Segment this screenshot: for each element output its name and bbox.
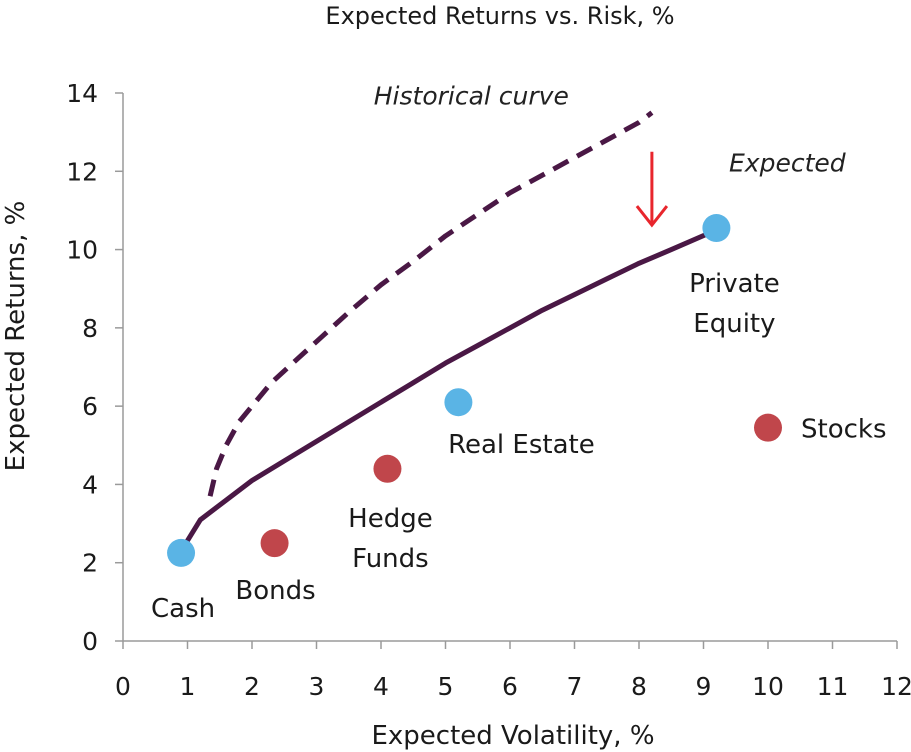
point-label-line: Stocks [801, 415, 887, 445]
y-tick-label: 12 [66, 157, 98, 186]
point-label: Private Equity [689, 269, 780, 339]
y-tick-label: 2 [82, 549, 98, 578]
curves [178, 110, 718, 553]
x-tick-label: 11 [817, 672, 849, 701]
x-tick-label: 3 [309, 672, 325, 701]
x-axis-title: Expected Volatility, % [371, 721, 654, 751]
point-label-line: Real Estate [448, 430, 595, 460]
expected-curve-line [178, 227, 718, 553]
point-label-line: Funds [352, 544, 429, 574]
point-label: Real Estate [448, 430, 595, 460]
point-label-line: Hedge [348, 504, 433, 534]
point-label: Hedge Funds [348, 504, 433, 574]
point-marker [444, 388, 473, 417]
annotations: Historical curve Expected [374, 82, 846, 228]
y-axis-title: Expected Returns, % [1, 201, 31, 472]
x-tick-label: 12 [881, 672, 911, 701]
chart-title: Expected Returns vs. Risk, % [325, 2, 674, 30]
point-marker [754, 413, 782, 442]
x-tick-label: 4 [373, 672, 389, 701]
x-tick-label: 9 [696, 672, 712, 701]
point-label: Bonds [235, 576, 315, 606]
point-marker [702, 214, 731, 243]
x-tick-label: 1 [180, 672, 196, 701]
y-tick-label: 10 [66, 236, 98, 265]
points: Cash Bonds Hedge Funds Real Estate Private Equ… [151, 214, 887, 624]
x-tick-label: 2 [244, 672, 260, 701]
x-tick-label: 8 [631, 672, 647, 701]
point-label-line: Cash [151, 594, 215, 624]
y-tick-label: 0 [82, 627, 98, 656]
point-marker [373, 454, 402, 483]
x-tick-label: 0 [115, 672, 131, 701]
y-tick-label: 8 [82, 314, 98, 343]
point-marker [260, 529, 289, 558]
point-marker [167, 538, 196, 567]
point-label-line: Bonds [235, 576, 315, 606]
y-tick-label: 6 [82, 392, 98, 421]
point-label-line: Equity [693, 309, 775, 339]
x-tick-label: 10 [752, 672, 784, 701]
point-label-line: Private [689, 269, 780, 299]
expected-label: Expected [729, 148, 846, 177]
x-tick-label: 7 [567, 672, 583, 701]
historical-curve-label: Historical curve [374, 82, 569, 111]
historical-curve-line [207, 110, 654, 497]
x-tick-label: 5 [438, 672, 454, 701]
y-tick-label: 4 [82, 470, 98, 499]
arrow-head [635, 205, 669, 228]
point-label: Cash [151, 594, 215, 624]
x-tick-label: 6 [502, 672, 518, 701]
point-label: Stocks [801, 415, 887, 445]
y-tick-label: 14 [66, 79, 98, 108]
